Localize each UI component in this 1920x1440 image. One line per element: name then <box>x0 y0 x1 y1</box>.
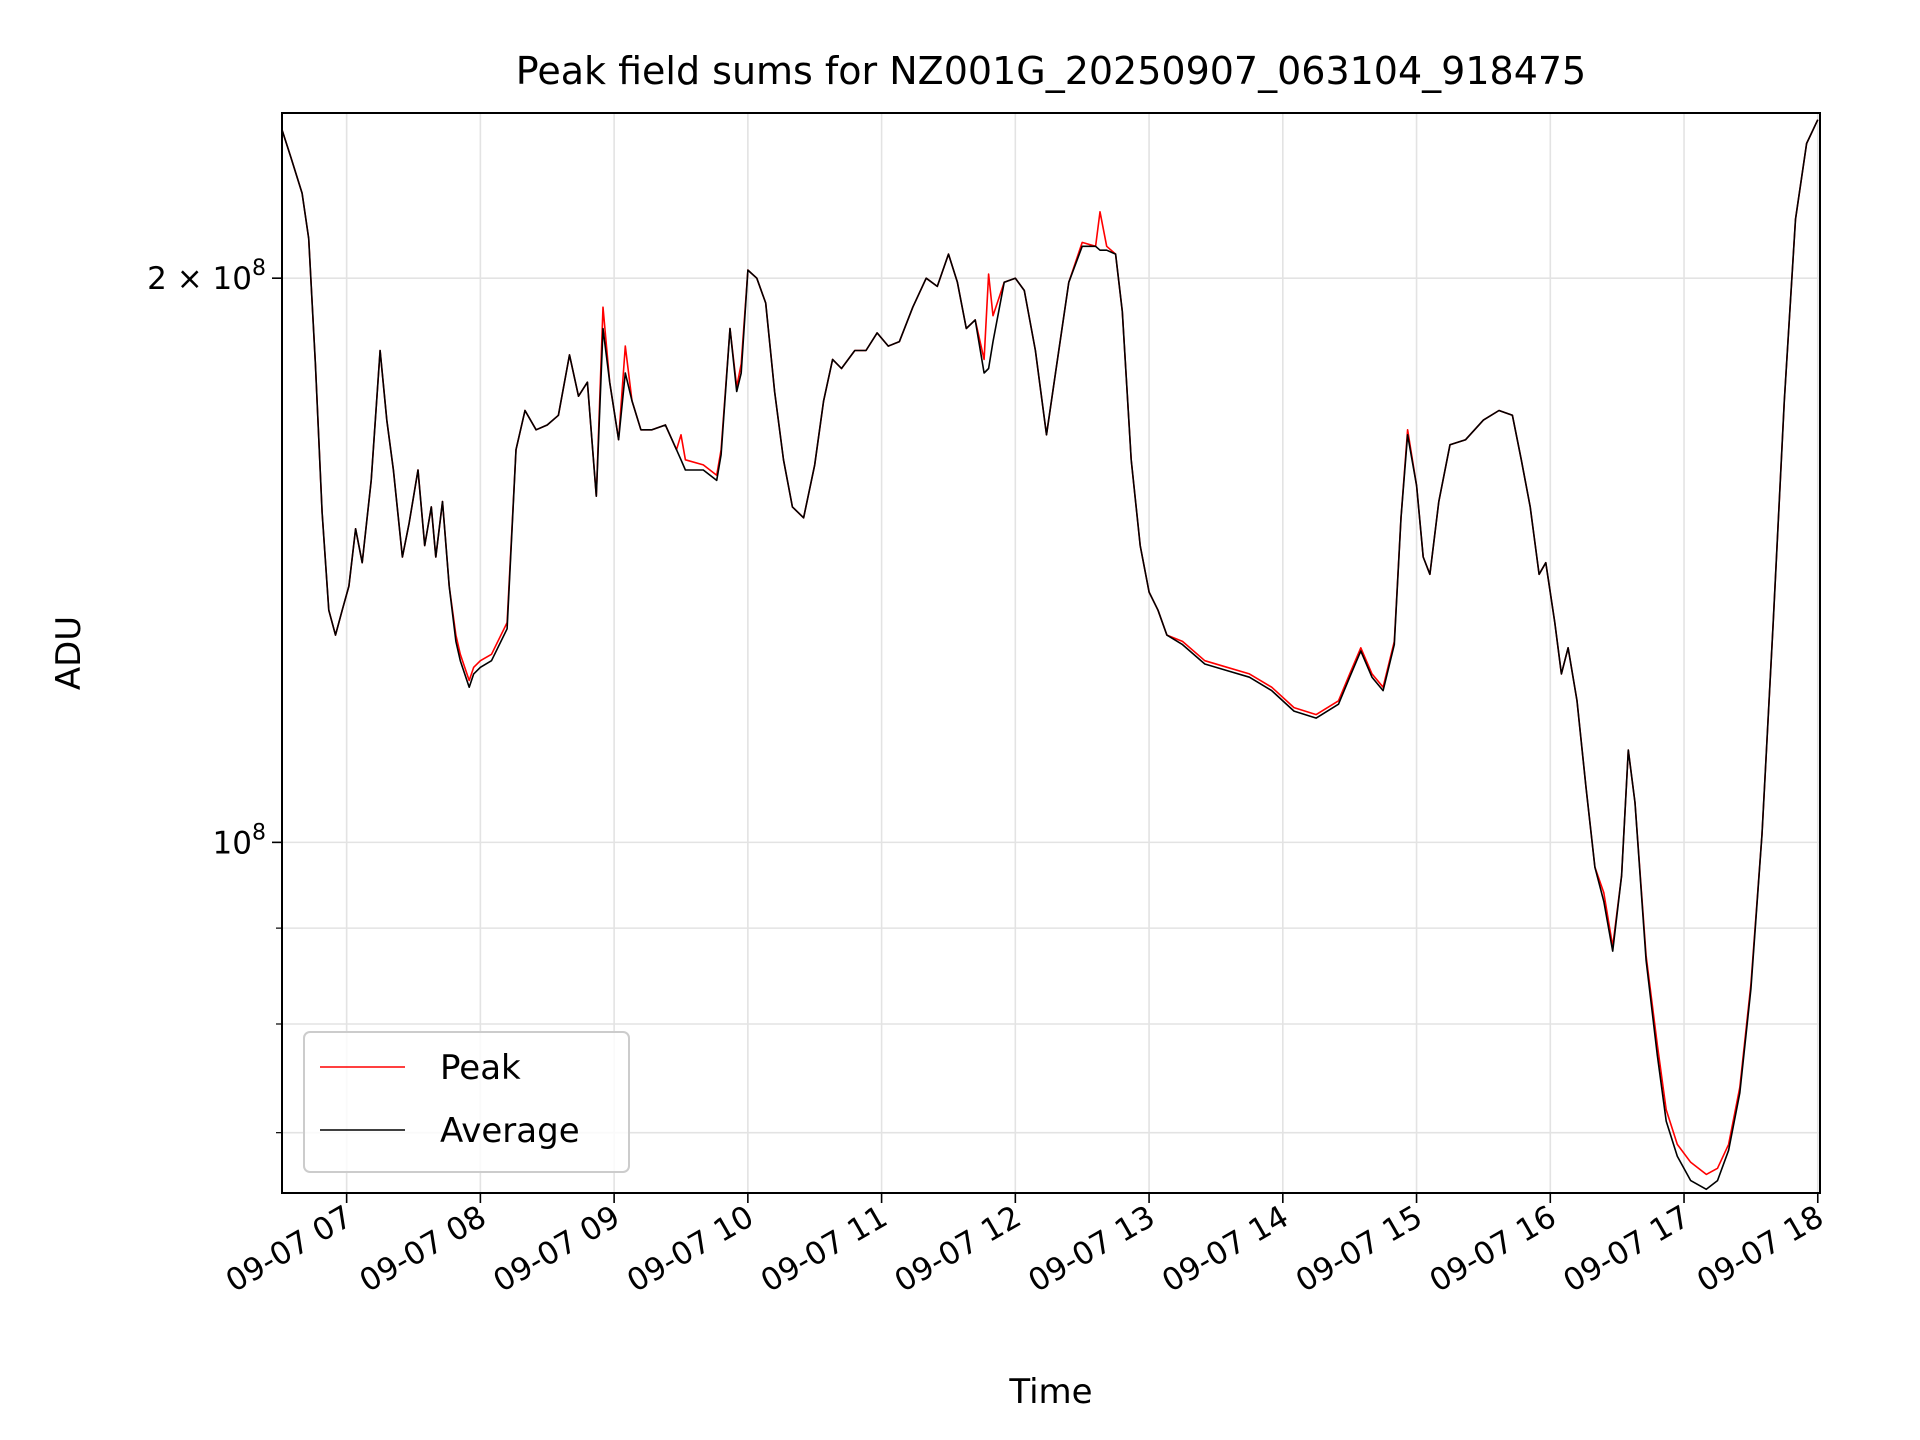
plot-frame <box>281 112 1821 1194</box>
x-axis-label: Time <box>1008 1372 1092 1412</box>
y-tick-label: 2 × 108 <box>147 256 266 297</box>
series-lines <box>281 119 1819 1191</box>
legend: Peak Average <box>303 1031 630 1173</box>
legend-label-peak: Peak <box>440 1048 521 1088</box>
y-tick-label: 108 <box>213 820 266 861</box>
y-axis-label: ADU <box>49 616 89 690</box>
series-line-average <box>281 119 1819 1191</box>
grid-lines <box>282 113 1820 1193</box>
legend-label-average: Average <box>440 1111 580 1151</box>
chart-title: Peak field sums for NZ001G_20250907_0631… <box>516 49 1586 93</box>
